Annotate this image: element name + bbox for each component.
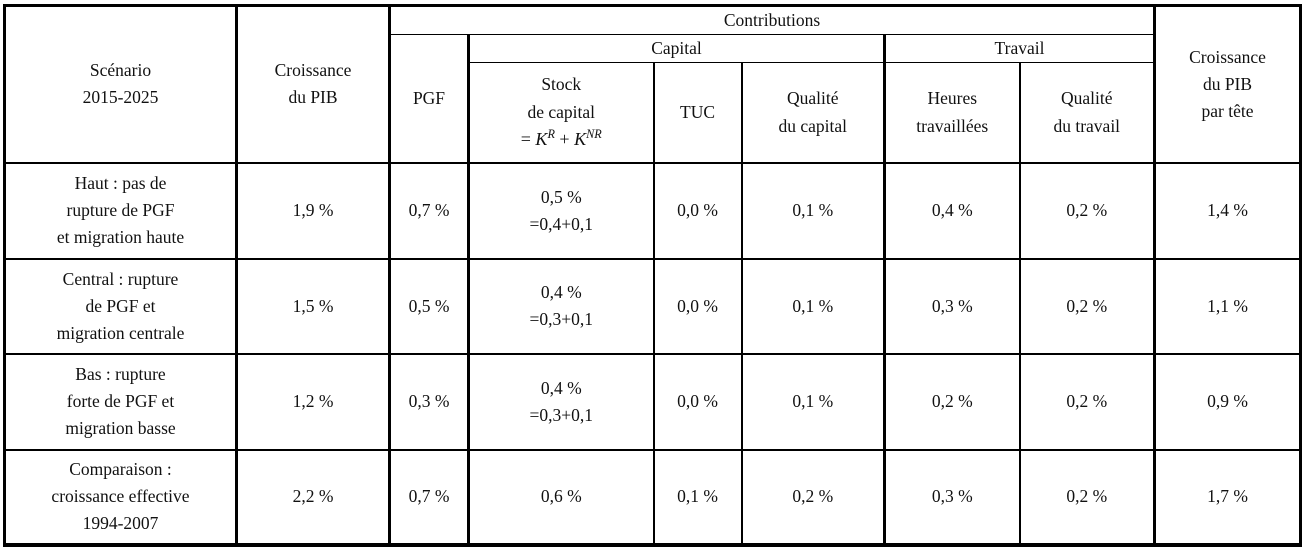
tuc-value: 0,1 %	[653, 448, 743, 546]
header-row-subcolumns: Stock de capital = KR + KNR TUC Qualité …	[5, 62, 1301, 164]
table-row-bas: Bas : rupture forte de PGF et migration …	[3, 352, 1302, 451]
group-header-capital: Capital	[467, 34, 886, 64]
formula-k1: K	[535, 128, 548, 149]
gdp-per-capita-value: 1,1 %	[1153, 257, 1302, 355]
hours-worked-value: 0,2 %	[883, 352, 1021, 451]
col-header-gdp-per-capita: Croissance du PIB par tête	[1153, 4, 1302, 164]
table-row-haut: Haut : pas de rupture de PGF et migratio…	[3, 161, 1302, 260]
formula-equals: =	[520, 128, 536, 149]
col-header-pgf: PGF	[388, 34, 470, 164]
capital-stock-label-line2: de capital	[527, 101, 596, 122]
table-row-comparaison: Comparaison : croissance effective 1994-…	[3, 448, 1302, 546]
capital-stock-value: 0,4 % =0,3+0,1	[467, 257, 655, 355]
gdp-growth-value: 1,9 %	[235, 161, 391, 260]
col-header-capital-stock: Stock de capital = KR + KNR	[467, 62, 655, 164]
stock-total: 0,5 %	[540, 186, 582, 207]
gdp-per-capita-value: 1,4 %	[1153, 161, 1302, 260]
capital-quality-value: 0,2 %	[741, 448, 886, 546]
hours-worked-value: 0,4 %	[883, 161, 1021, 260]
scenario-label: Bas : rupture forte de PGF et migration …	[3, 352, 238, 451]
pgf-value: 0,7 %	[388, 448, 470, 546]
col-header-scenario: Scénario 2015-2025	[3, 4, 238, 164]
labour-quality-value: 0,2 %	[1018, 448, 1156, 546]
tuc-value: 0,0 %	[653, 161, 743, 260]
formula-sup-nr: NR	[586, 126, 602, 141]
col-header-labour-quality: Qualité du travail	[1018, 62, 1156, 164]
labour-quality-value: 0,2 %	[1018, 257, 1156, 355]
stock-breakdown: =0,3+0,1	[529, 404, 594, 425]
gdp-per-capita-value: 0,9 %	[1153, 352, 1302, 451]
gdp-growth-value: 2,2 %	[235, 448, 391, 546]
hours-worked-value: 0,3 %	[883, 448, 1021, 546]
header-row-contributions: Scénario 2015-2025 Croissance du PIB Con…	[3, 4, 1302, 164]
scenario-label: Central : rupture de PGF et migration ce…	[3, 257, 238, 355]
tuc-value: 0,0 %	[653, 352, 743, 451]
group-header-contributions: Contributions	[387, 4, 1156, 36]
capital-quality-value: 0,1 %	[741, 352, 886, 451]
labour-quality-value: 0,2 %	[1018, 352, 1156, 451]
formula-k2: K	[574, 128, 587, 149]
growth-contributions-table: Scénario 2015-2025 Croissance du PIB Con…	[3, 4, 1302, 547]
labour-quality-value: 0,2 %	[1018, 161, 1156, 260]
capital-stock-label-line1: Stock	[541, 74, 582, 95]
gdp-growth-value: 1,5 %	[235, 257, 391, 355]
capital-quality-value: 0,1 %	[741, 161, 886, 260]
gdp-per-capita-value: 1,7 %	[1153, 448, 1302, 546]
gdp-growth-value: 1,2 %	[235, 352, 391, 451]
col-header-hours-worked: Heures travaillées	[883, 62, 1021, 164]
stock-breakdown: =0,4+0,1	[529, 213, 594, 234]
capital-stock-formula: = KR + KNR	[474, 126, 649, 154]
scenario-label: Comparaison : croissance effective 1994-…	[3, 448, 238, 546]
capital-stock-value: 0,6 %	[467, 448, 655, 546]
group-header-travail: Travail	[882, 34, 1156, 64]
header-row-groups: PGF Capital Travail	[5, 34, 1301, 164]
col-header-tuc: TUC	[653, 62, 743, 164]
capital-stock-value: 0,5 % =0,4+0,1	[467, 161, 655, 260]
pgf-value: 0,7 %	[388, 161, 470, 260]
stock-total: 0,4 %	[540, 282, 582, 303]
scenario-label: Haut : pas de rupture de PGF et migratio…	[3, 161, 238, 260]
hours-worked-value: 0,3 %	[883, 257, 1021, 355]
col-header-capital-quality: Qualité du capital	[741, 62, 886, 164]
stock-total: 0,4 %	[540, 377, 582, 398]
formula-sup-r: R	[547, 126, 555, 141]
pgf-value: 0,5 %	[388, 257, 470, 355]
col-header-gdp-growth: Croissance du PIB	[235, 4, 391, 164]
stock-total: 0,6 %	[540, 486, 582, 507]
capital-stock-value: 0,4 % =0,3+0,1	[467, 352, 655, 451]
pgf-value: 0,3 %	[388, 352, 470, 451]
table-row-central: Central : rupture de PGF et migration ce…	[3, 257, 1302, 355]
stock-breakdown: =0,3+0,1	[529, 309, 594, 330]
growth-contributions-table-wrapper: Scénario 2015-2025 Croissance du PIB Con…	[3, 4, 1302, 547]
tuc-value: 0,0 %	[653, 257, 743, 355]
formula-plus: +	[554, 128, 575, 149]
capital-quality-value: 0,1 %	[741, 257, 886, 355]
